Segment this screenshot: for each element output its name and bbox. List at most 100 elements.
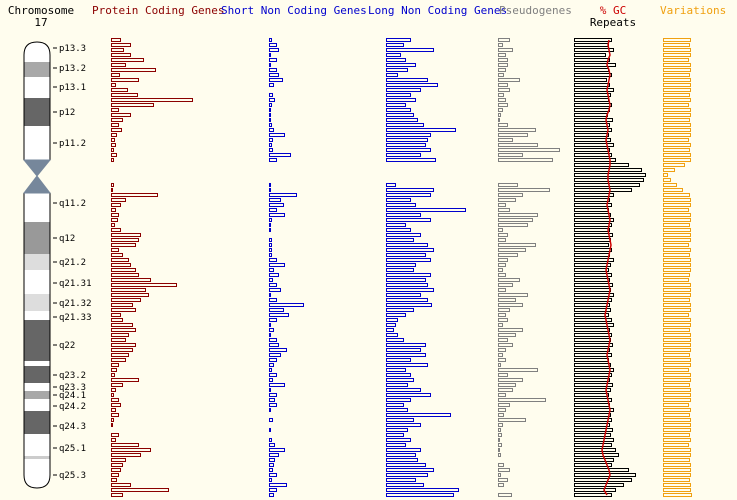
histogram-bar (498, 473, 501, 477)
column-header-pseudogenes[interactable]: Pseudogenes (499, 4, 572, 17)
histogram-bar (574, 223, 612, 227)
band-label-p13.3: p13.3 (59, 44, 86, 54)
histogram-bar (269, 463, 274, 467)
band-label-q12: q12 (59, 234, 75, 244)
band-q24.3[interactable] (24, 411, 50, 434)
histogram-bar (111, 488, 169, 492)
histogram-bar (574, 63, 616, 67)
band-q24.2[interactable] (24, 399, 50, 411)
histogram-bar (498, 308, 510, 312)
column-header-variations[interactable]: Variations (660, 4, 727, 17)
histogram-bar (498, 198, 516, 202)
histogram-bar (111, 443, 139, 447)
histogram-bar (386, 118, 418, 122)
histogram-bar (574, 333, 612, 337)
histogram-bar (574, 488, 616, 492)
band-q23.2[interactable] (24, 366, 50, 383)
histogram-bar (574, 103, 612, 107)
band-q21.31[interactable] (24, 270, 50, 294)
histogram-bar (498, 273, 506, 277)
histogram-bar (574, 158, 616, 162)
band-q25.2[interactable] (24, 456, 50, 459)
band-p13.2[interactable] (24, 62, 50, 77)
histogram-bar (269, 388, 271, 392)
histogram-bar (269, 48, 279, 52)
histogram-bar (498, 68, 506, 72)
histogram-bar (498, 188, 550, 192)
band-q25.1[interactable] (24, 434, 50, 456)
band-q24.1[interactable] (24, 391, 50, 399)
histogram-bar (111, 203, 121, 207)
histogram-bar (386, 143, 426, 147)
repeats-label: Repeats (589, 16, 637, 29)
histogram-bar (111, 218, 118, 222)
histogram-bar (498, 278, 520, 282)
histogram-bar (663, 138, 689, 142)
band-p13.1[interactable] (24, 77, 50, 98)
histogram-bar (663, 303, 691, 307)
histogram-bar (663, 118, 690, 122)
histogram-bar (498, 98, 506, 102)
histogram-bar (498, 208, 510, 212)
histogram-bar (574, 393, 609, 397)
histogram-bar (574, 163, 629, 167)
histogram-bar (111, 228, 121, 232)
histogram-bar (111, 438, 116, 442)
histogram-bar (663, 113, 691, 117)
gc-percent-line (601, 39, 612, 496)
histogram-bar (498, 58, 508, 62)
band-q12[interactable] (24, 222, 50, 254)
band-p12[interactable] (24, 98, 50, 126)
band-q11.2[interactable] (24, 193, 50, 222)
column-header-protein-coding-genes[interactable]: Protein Coding Genes (92, 4, 225, 17)
band-label-q21.31: q21.31 (59, 279, 92, 289)
band-p13.3[interactable] (24, 42, 50, 62)
histogram-bar (111, 183, 114, 187)
band-q22[interactable] (24, 320, 50, 361)
histogram-bar (663, 98, 691, 102)
band-q21.33[interactable] (24, 311, 50, 320)
histogram-bar (498, 143, 538, 147)
histogram-bar (111, 348, 133, 352)
histogram-bar (111, 318, 123, 322)
column-header-long-non-coding-genes[interactable]: Long Non Coding Genes (368, 4, 508, 17)
band-q23.3[interactable] (24, 383, 50, 391)
histogram-bar (574, 83, 610, 87)
histogram-bar (574, 348, 610, 352)
column-header-gc-repeats[interactable]: % GC Repeats (575, 5, 651, 29)
histogram-bar (386, 383, 408, 387)
histogram-bar (663, 223, 690, 227)
histogram-bar (386, 93, 411, 97)
histogram-bar (111, 263, 131, 267)
histogram-bar (574, 278, 610, 282)
histogram-bar (574, 458, 614, 462)
column-header-short-non-coding-genes[interactable]: Short Non Coding Genes (221, 4, 367, 17)
histogram-bar (663, 38, 691, 42)
band-gap[interactable] (24, 361, 50, 366)
histogram-bar (498, 398, 546, 402)
histogram-bar (269, 408, 271, 412)
histogram-bar (386, 458, 418, 462)
band-label-q22: q22 (59, 341, 75, 351)
histogram-bar (111, 98, 193, 102)
band-q21.32[interactable] (24, 294, 50, 311)
band-q25.3[interactable] (24, 459, 50, 488)
histogram-bar (269, 203, 284, 207)
histogram-bar (269, 418, 273, 422)
histogram-bar (574, 388, 611, 392)
band-p11.2[interactable] (24, 126, 50, 160)
chromosome-number: 17 (34, 16, 48, 29)
histogram-bar (663, 433, 690, 437)
histogram-bar (386, 393, 431, 397)
band-q21.2[interactable] (24, 254, 50, 270)
histogram-bar (269, 313, 289, 317)
histogram-bar (269, 398, 275, 402)
histogram-bar (111, 143, 116, 147)
histogram-bar (386, 98, 416, 102)
histogram-bar (386, 298, 428, 302)
histogram-bar (574, 473, 636, 477)
histogram-bar (111, 108, 119, 112)
histogram-bar (386, 253, 426, 257)
